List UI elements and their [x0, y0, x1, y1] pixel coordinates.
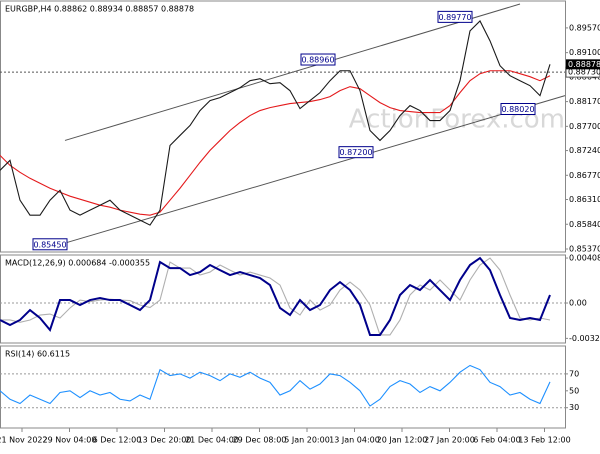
- price-label: 0.88730: [568, 68, 600, 77]
- y-tick-label: 0.86310: [569, 195, 600, 204]
- annotation-box: [300, 53, 336, 66]
- x-tick-label: 21 Nov 2022: [0, 436, 48, 445]
- panel-title: RSI(14) 60.6115: [5, 350, 70, 359]
- y-tick-label: 70: [569, 369, 579, 378]
- y-tick-label: 30: [569, 403, 579, 412]
- y-tick-label: 0.89570: [569, 23, 600, 32]
- panel-frame: [0, 345, 566, 429]
- current-price-box: [566, 59, 600, 70]
- series-line: [0, 256, 551, 336]
- x-tick-label: 6 Dec 12:00: [93, 436, 142, 445]
- series-line: [0, 20, 551, 226]
- y-tick-label: 0.89100: [569, 48, 600, 57]
- x-tick-label: 29 Nov 04:00: [43, 436, 97, 445]
- annotation-box: [500, 102, 536, 115]
- y-tick-label: 0.00: [569, 299, 587, 308]
- y-tick-label: 50: [569, 386, 579, 395]
- series-line: [0, 364, 551, 407]
- annotation-label: 0.88960: [301, 56, 334, 65]
- y-tick-label: 0.87700: [569, 122, 600, 131]
- y-tick-label: 0.85840: [569, 220, 600, 229]
- y-tick-label: 0.85370: [569, 244, 600, 253]
- annotation-box: [437, 10, 473, 23]
- panel-frame: [0, 254, 566, 344]
- annotation-label: 0.88020: [501, 105, 534, 114]
- x-tick-label: 5 Jan 20:00: [284, 436, 330, 445]
- annotation-label: 0.89770: [438, 13, 471, 22]
- channel-line: [64, 3, 521, 141]
- series-line: [0, 257, 551, 336]
- x-tick-label: 21 Dec 04:00: [185, 436, 239, 445]
- x-tick-label: 20 Jan 12:00: [377, 436, 428, 445]
- annotation-box: [338, 146, 374, 159]
- series-line: [0, 70, 551, 216]
- y-tick-label: 0.87240: [569, 146, 600, 155]
- annotation-label: 0.87200: [339, 148, 372, 157]
- y-tick-label: 0.88170: [569, 97, 600, 106]
- annotation-label: 0.85450: [33, 240, 66, 249]
- panel-title: MACD(12,26,9) 0.000684 -0.000355: [5, 259, 150, 268]
- x-tick-label: 6 Feb 04:00: [473, 436, 520, 445]
- panel-title: EURGBP,H4 0.88862 0.88934 0.88857 0.8887…: [5, 5, 194, 14]
- x-tick-label: 13 Feb 12:00: [518, 436, 570, 445]
- x-tick-label: 29 Dec 08:00: [233, 436, 287, 445]
- x-tick-label: 13 Dec 20:00: [138, 436, 192, 445]
- annotation-box: [32, 238, 68, 251]
- current-price-label: 0.88878: [568, 60, 600, 69]
- y-tick-label: -0.003209: [569, 334, 600, 343]
- y-tick-label: 0.004083: [569, 254, 600, 263]
- x-tick-label: 27 Jan 20:00: [424, 436, 475, 445]
- x-tick-label: 13 Jan 04:00: [329, 436, 380, 445]
- y-tick-label: 0.86770: [569, 171, 600, 180]
- channel-line: [64, 95, 566, 244]
